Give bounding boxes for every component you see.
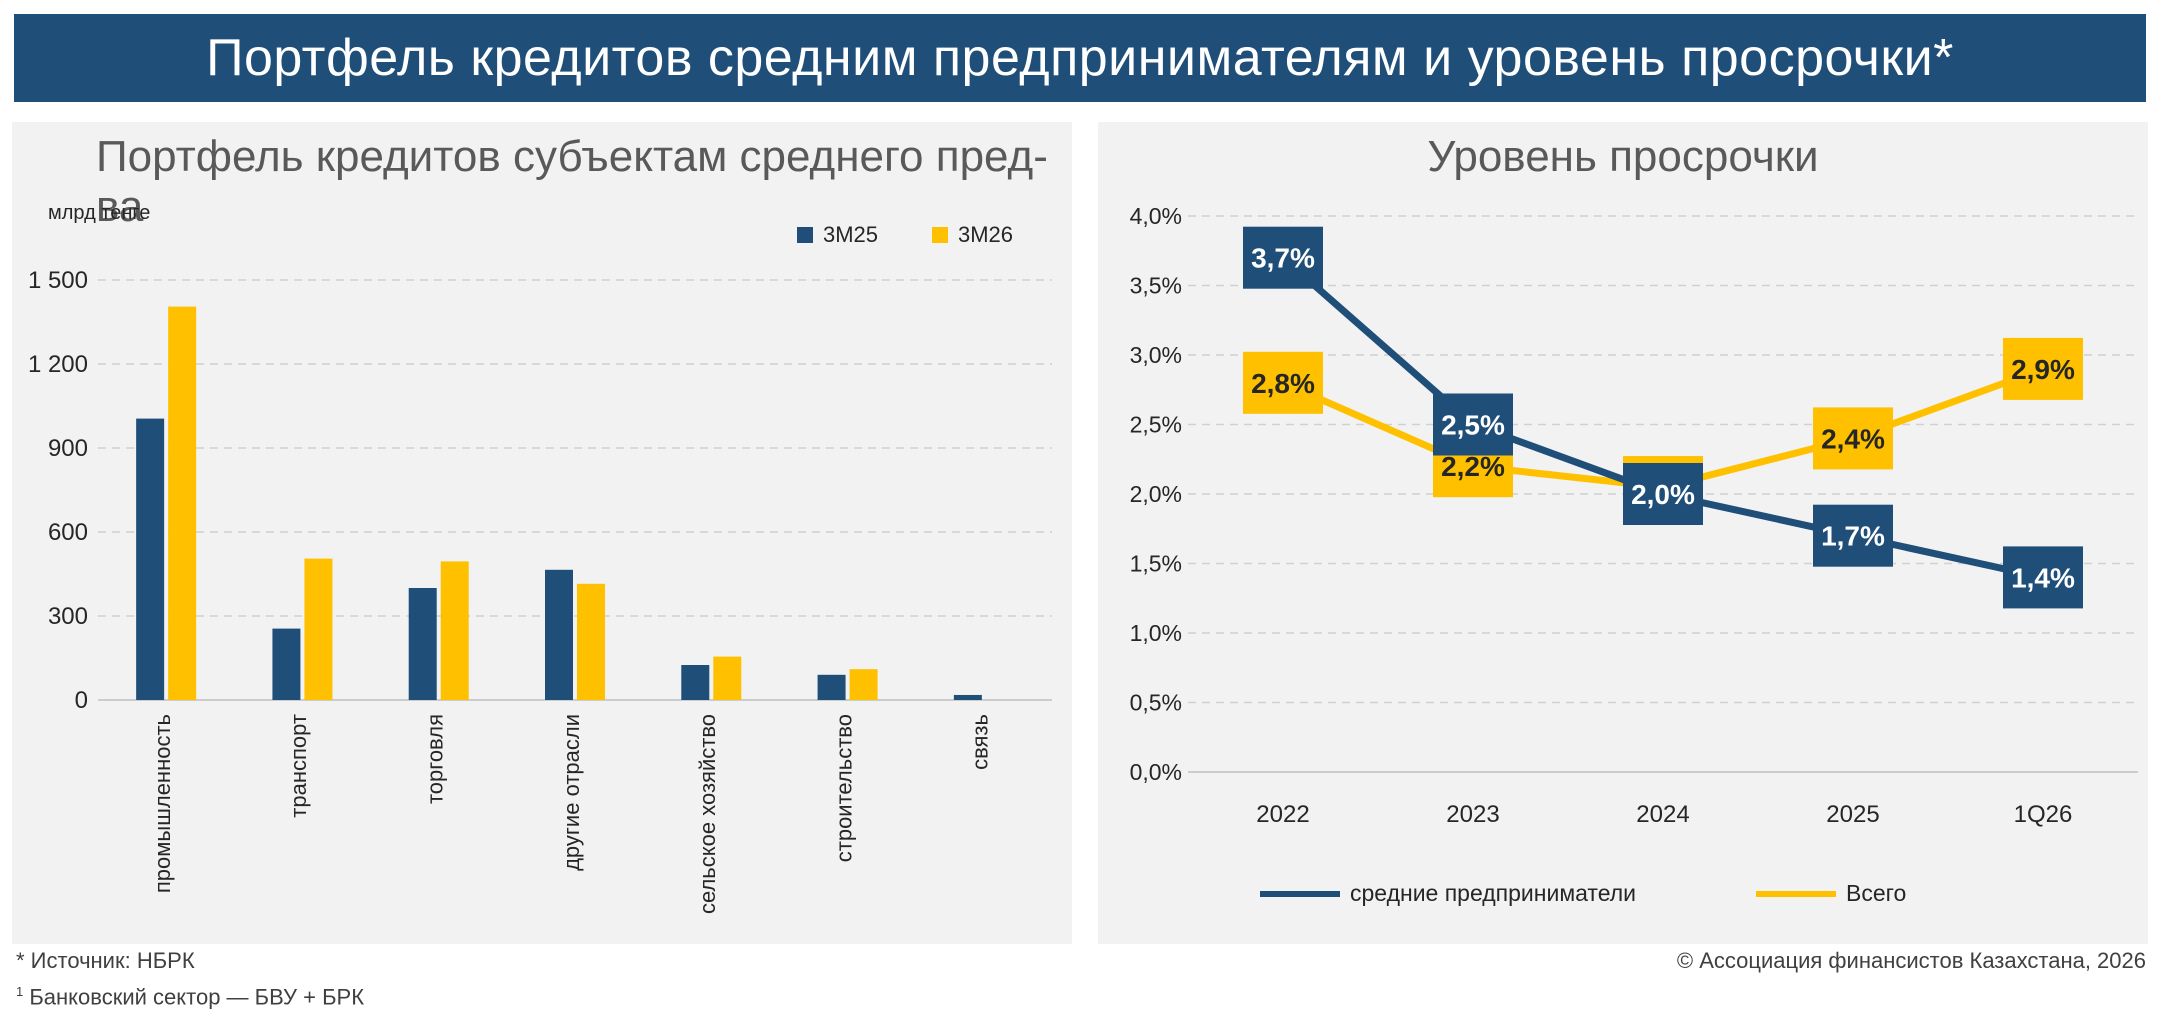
y-tick-label: 4,0% <box>1130 203 1182 229</box>
data-label-text: 2,8% <box>1251 368 1315 399</box>
x-category-label: транспорт <box>286 714 311 818</box>
footer-note: 1 Банковский сектор — БВУ + БРК <box>16 984 364 1010</box>
y-tick-label: 2,5% <box>1130 412 1182 438</box>
legend-label-medium: средние предприниматели <box>1350 880 1636 906</box>
bar-3m25 <box>272 628 301 700</box>
overdue-chart-panel: Уровень просрочки 4,0% 3,5% 3,0% 2,5% 2,0% 1,… <box>1098 122 2148 944</box>
bar-3m26 <box>304 558 333 700</box>
bar-chart-unit: млрд тенге <box>48 202 151 224</box>
data-label-box <box>1813 504 1893 567</box>
bar-3m25 <box>408 588 437 700</box>
data-label-medium: 3,7% <box>1243 226 1323 289</box>
legend-item-total: Всего <box>1756 880 1906 907</box>
legend-item-medium: средние предприниматели <box>1260 880 1636 907</box>
series-line-medium <box>1279 254 2047 581</box>
bar-3m26 <box>713 656 742 700</box>
footer-copyright: © Ассоциация финансистов Казахстана, 202… <box>1676 948 2146 973</box>
legend-item-3m26: 3M26 <box>932 222 1013 248</box>
x-category-label: торговля <box>423 714 448 804</box>
data-label-medium: 2,5% <box>1433 393 1513 456</box>
y-tick-label: 1 200 <box>28 351 88 378</box>
bar-3m25 <box>136 418 165 700</box>
data-label-text: 2,9% <box>2011 354 2075 385</box>
footer-source: * Источник: НБРК <box>16 948 195 973</box>
data-label-text: 1,7% <box>1821 521 1885 552</box>
data-label-text: 2,2% <box>1441 451 1505 482</box>
x-category-label: строительство <box>831 714 856 862</box>
x-tick-label: 2023 <box>1446 801 1499 828</box>
bar-3m26 <box>849 669 878 700</box>
y-tick-label: 600 <box>48 519 88 546</box>
footer-note-sup: 1 <box>16 984 24 999</box>
data-label-box <box>2003 337 2083 400</box>
x-category-label: сельское хозяйство <box>695 714 720 914</box>
data-label-box <box>1433 393 1513 456</box>
legend-line-medium <box>1260 890 1340 897</box>
data-label-text: 2,0% <box>1631 479 1695 510</box>
bar-3m26 <box>440 561 469 700</box>
legend-item-3m25: 3M25 <box>797 222 878 248</box>
data-label-medium: 2,0% <box>1623 463 1703 525</box>
x-tick-label: 2025 <box>1826 801 1879 828</box>
y-tick-label: 1,5% <box>1130 551 1182 577</box>
banner-title: Портфель кредитов средним предпринимател… <box>14 14 2146 102</box>
x-tick-label: 2022 <box>1256 801 1309 828</box>
x-category-label: промышленность <box>150 714 175 893</box>
bar-chart-title: Портфель кредитов субъектам среднего пре… <box>96 132 1048 231</box>
legend-swatch-3m26 <box>932 227 948 243</box>
x-category-label: другие отрасли <box>559 714 584 871</box>
legend-label-3m25: 3M25 <box>823 222 879 247</box>
legend-line-total <box>1756 890 1836 897</box>
legend-label-total: Всего <box>1846 880 1907 906</box>
data-label-box <box>1813 407 1893 470</box>
y-tick-label: 3,5% <box>1130 273 1182 299</box>
x-category-label: связь <box>968 714 993 770</box>
line-chart-title: Уровень просрочки <box>1427 132 1819 181</box>
x-tick-label: 1Q26 <box>2014 801 2073 828</box>
y-tick-label: 0 <box>75 687 88 714</box>
bar-3m25 <box>681 665 710 700</box>
data-label-total: 2,8% <box>1243 351 1323 414</box>
y-tick-label: 1,0% <box>1130 620 1182 646</box>
data-label-medium: 1,4% <box>2003 546 2083 609</box>
bar-3m25 <box>817 674 846 700</box>
y-tick-label: 900 <box>48 435 88 462</box>
data-label-total: 2,4% <box>1813 407 1893 470</box>
data-label-box <box>1623 463 1703 525</box>
data-label-box <box>2003 546 2083 609</box>
y-tick-label: 2,0% <box>1130 481 1182 507</box>
y-tick-label: 1 500 <box>28 267 88 294</box>
portfolio-chart-panel: Портфель кредитов субъектам среднего пре… <box>12 122 1072 944</box>
bar-3m26 <box>577 583 605 700</box>
data-label-text: 1,4% <box>2011 562 2075 593</box>
data-label-total: 2,9% <box>2003 337 2083 400</box>
legend-label-3m26: 3M26 <box>958 222 1014 247</box>
line-chart-svg: 4,0% 3,5% 3,0% 2,5% 2,0% 1,5% 1,0% 0,5% 0,0% 2022… <box>1130 203 2138 828</box>
data-label-box <box>1243 226 1323 289</box>
data-label-text: 2,5% <box>1441 410 1505 441</box>
data-label-text: 3,7% <box>1251 243 1315 274</box>
footer-note-text: Банковский сектор — БВУ + БРК <box>23 984 365 1010</box>
bar-3m25 <box>953 694 982 700</box>
y-tick-label: 0,5% <box>1130 690 1182 716</box>
bar-3m25 <box>545 569 573 700</box>
data-label-medium: 1,7% <box>1813 504 1893 567</box>
y-tick-label: 300 <box>48 603 88 630</box>
bar-chart-svg: 1 500 1 200 900 600 300 0 промышленность трансп… <box>28 267 1052 914</box>
y-tick-label: 0,0% <box>1130 759 1182 785</box>
bar-3m26 <box>168 306 197 700</box>
data-label-box <box>1243 351 1323 414</box>
data-label-text: 2,4% <box>1821 423 1885 454</box>
y-tick-label: 3,0% <box>1130 342 1182 368</box>
x-tick-label: 2024 <box>1636 801 1689 828</box>
legend-swatch-3m25 <box>797 227 813 243</box>
